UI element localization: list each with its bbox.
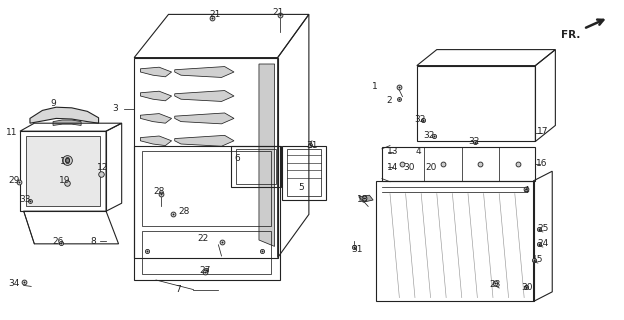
Text: 8: 8: [90, 237, 97, 246]
Polygon shape: [175, 91, 234, 101]
Text: 25: 25: [537, 224, 548, 233]
Text: 2: 2: [386, 96, 392, 105]
Text: 29: 29: [8, 176, 19, 185]
Text: 5: 5: [298, 183, 305, 192]
Text: 7: 7: [175, 285, 181, 294]
Text: 12: 12: [97, 164, 109, 172]
Polygon shape: [259, 64, 275, 246]
Text: 11: 11: [6, 128, 17, 137]
Text: 17: 17: [537, 127, 548, 136]
Text: 31: 31: [351, 245, 363, 254]
Text: 6: 6: [234, 154, 240, 163]
Text: 15: 15: [532, 255, 544, 264]
Polygon shape: [140, 114, 172, 123]
Text: 16: 16: [536, 159, 547, 168]
Text: 31: 31: [306, 141, 318, 150]
Polygon shape: [140, 67, 172, 77]
Text: 22: 22: [197, 234, 208, 243]
Polygon shape: [53, 120, 81, 125]
Text: 10: 10: [60, 157, 71, 166]
Text: 4: 4: [523, 186, 529, 195]
Text: 19: 19: [59, 176, 70, 185]
Text: 32: 32: [424, 131, 435, 140]
Polygon shape: [26, 136, 100, 206]
Text: 32: 32: [414, 115, 426, 124]
Polygon shape: [175, 135, 234, 146]
Polygon shape: [359, 195, 373, 202]
Text: 27: 27: [199, 266, 210, 275]
Text: 1: 1: [371, 82, 378, 91]
Text: 14: 14: [388, 163, 399, 172]
Text: 32: 32: [469, 137, 480, 146]
Text: FR.: FR.: [561, 30, 580, 40]
Text: 34: 34: [8, 279, 19, 288]
Text: 28: 28: [154, 188, 165, 196]
Polygon shape: [30, 107, 99, 123]
Text: 23: 23: [489, 280, 500, 289]
Text: 21: 21: [210, 10, 221, 19]
Text: 9: 9: [50, 100, 56, 108]
Text: 18: 18: [358, 195, 369, 204]
Polygon shape: [175, 67, 234, 77]
Text: 24: 24: [537, 239, 548, 248]
Text: 13: 13: [388, 148, 399, 156]
Text: 28: 28: [178, 207, 190, 216]
Polygon shape: [175, 113, 234, 124]
Polygon shape: [140, 91, 172, 101]
Text: 3: 3: [112, 104, 119, 113]
Text: 21: 21: [272, 8, 283, 17]
Text: 30: 30: [403, 163, 414, 172]
Text: 20: 20: [425, 163, 436, 172]
Text: 33: 33: [19, 196, 31, 204]
Text: 26: 26: [52, 237, 64, 246]
Text: 4: 4: [415, 148, 421, 156]
Text: 30: 30: [522, 284, 533, 292]
Polygon shape: [140, 136, 172, 146]
